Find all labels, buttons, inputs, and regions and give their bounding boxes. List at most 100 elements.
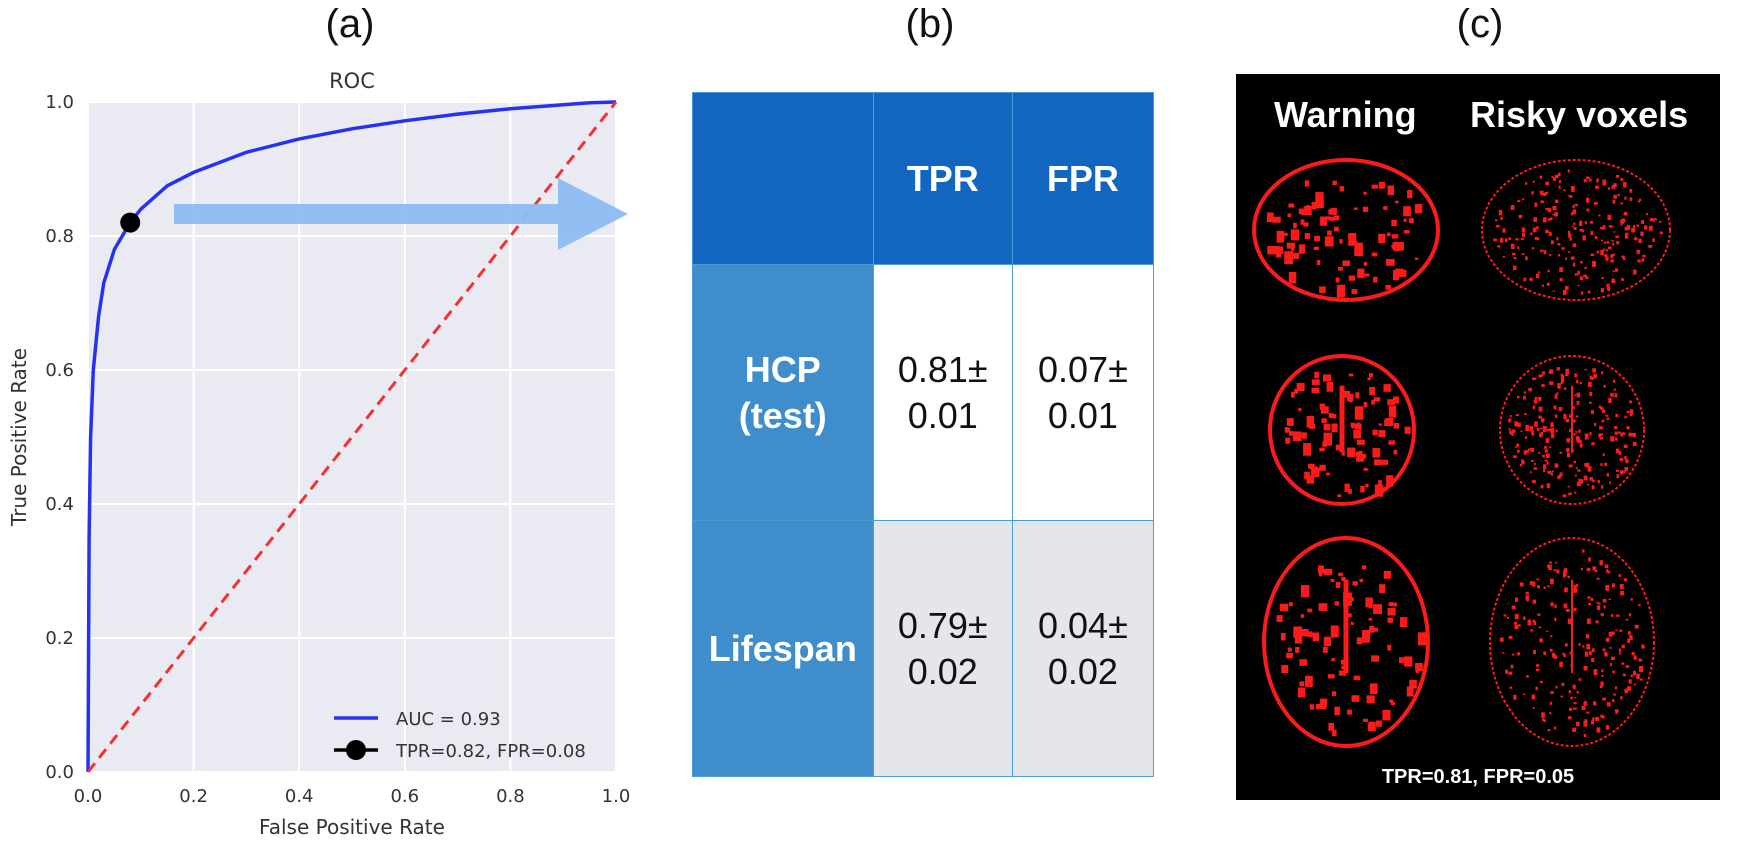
risky-sagittal-brain-voxel — [1561, 247, 1565, 250]
risky-axial-brain-voxel — [1514, 624, 1519, 630]
warning-sagittal-brain-voxel — [1407, 190, 1413, 199]
warning-axial-brain-voxel — [1305, 675, 1313, 687]
warning-sagittal-brain-voxel — [1363, 262, 1367, 266]
warning-sagittal-brain-voxel — [1348, 233, 1357, 246]
warning-coronal-brain-voxel — [1301, 432, 1307, 439]
risky-axial-brain-voxel — [1582, 645, 1585, 648]
risky-axial-brain-voxel — [1568, 690, 1572, 694]
risky-sagittal-brain-voxel — [1557, 172, 1561, 177]
warning-axial-brain-voxel — [1400, 617, 1408, 628]
warning-coronal-brain-voxel — [1331, 423, 1338, 433]
risky-sagittal-brain-voxel — [1552, 290, 1555, 292]
risky-sagittal-brain-voxel — [1512, 252, 1516, 256]
risky-sagittal-brain-voxel — [1556, 237, 1559, 241]
warning-axial-brain-voxel — [1328, 674, 1335, 679]
warning-axial-brain-voxel — [1330, 625, 1339, 638]
risky-sagittal-brain-voxel — [1644, 225, 1648, 230]
risky-axial-brain-voxel — [1595, 620, 1599, 624]
risky-coronal-brain-voxel — [1603, 384, 1606, 388]
risky-sagittal-brain-voxel — [1538, 271, 1541, 274]
risky-axial-brain-voxel — [1600, 681, 1604, 686]
risky-coronal-brain-voxel — [1561, 378, 1565, 383]
risky-coronal-brain-voxel — [1550, 433, 1555, 439]
risky-axial-brain-voxel — [1595, 716, 1599, 721]
risky-axial-brain-voxel — [1508, 635, 1513, 640]
warning-coronal-brain-voxel — [1358, 450, 1363, 455]
risky-sagittal-brain-voxel — [1554, 199, 1559, 203]
risky-sagittal-brain-voxel — [1497, 245, 1501, 248]
risky-sagittal-brain-voxel — [1602, 179, 1607, 186]
risky-axial-brain-voxel — [1554, 617, 1557, 622]
risky-sagittal-brain-voxel — [1522, 198, 1525, 201]
risky-sagittal-brain-voxel — [1633, 224, 1636, 228]
risky-sagittal-brain-voxel — [1495, 219, 1498, 222]
warning-sagittal-brain-voxel — [1290, 229, 1300, 241]
risky-coronal-brain-voxel — [1528, 387, 1532, 392]
panel-label-c: (c) — [1456, 2, 1504, 46]
risky-coronal-brain-voxel — [1579, 443, 1583, 448]
risky-coronal-brain-voxel — [1613, 426, 1618, 429]
risky-axial-brain-voxel — [1539, 638, 1543, 643]
risky-sagittal-brain-voxel — [1567, 230, 1571, 234]
warning-sagittal-brain-voxel — [1287, 213, 1292, 218]
risky-sagittal-brain-voxel — [1583, 274, 1588, 278]
legend-marker-point — [346, 740, 366, 760]
warning-axial-brain-voxel — [1286, 652, 1293, 659]
warning-axial-brain-voxel — [1341, 576, 1346, 581]
warning-coronal-brain-voxel — [1337, 494, 1342, 498]
risky-sagittal-brain-voxel — [1600, 249, 1604, 256]
warning-sagittal-brain-voxel — [1364, 273, 1370, 277]
warning-coronal-brain-voxel — [1388, 405, 1397, 418]
warning-axial-brain-voxel — [1287, 647, 1292, 652]
risky-axial-brain-voxel — [1586, 618, 1591, 624]
risky-sagittal-brain-voxel — [1531, 191, 1534, 195]
risky-coronal-brain-voxel — [1538, 406, 1543, 412]
risky-sagittal-brain-voxel — [1577, 270, 1580, 274]
risky-axial-brain-voxel — [1541, 718, 1544, 721]
risky-coronal-brain-voxel — [1576, 400, 1580, 405]
risky-coronal-brain-voxel — [1592, 368, 1596, 373]
risky-sagittal-brain-voxel — [1610, 254, 1614, 259]
warning-sagittal-brain-voxel — [1378, 181, 1385, 189]
risky-axial-brain-voxel — [1585, 704, 1588, 706]
risky-sagittal-brain-voxel — [1622, 257, 1626, 260]
risky-coronal-brain-voxel — [1601, 485, 1604, 489]
risky-coronal-brain-voxel — [1605, 414, 1609, 417]
warning-coronal-brain-voxel — [1323, 432, 1332, 446]
warning-sagittal-brain-voxel — [1324, 236, 1334, 247]
risky-sagittal-brain-voxel — [1572, 204, 1575, 209]
risky-coronal-brain-voxel — [1534, 462, 1537, 465]
warning-axial-brain-voxel — [1318, 571, 1323, 577]
warning-sagittal-brain-voxel — [1316, 197, 1324, 209]
warning-coronal-brain-voxel — [1347, 447, 1356, 458]
warning-coronal-brain-voxel — [1343, 390, 1351, 398]
risky-coronal-brain-voxel — [1540, 427, 1543, 430]
risky-sagittal-brain-voxel — [1568, 251, 1571, 253]
risky-axial-brain-voxel — [1615, 629, 1618, 631]
risky-sagittal-brain-voxel — [1580, 261, 1583, 264]
warning-coronal-brain-voxel — [1387, 399, 1395, 406]
risky-coronal-brain-voxel — [1624, 456, 1627, 460]
risky-axial-brain-voxel — [1550, 602, 1554, 607]
risky-sagittal-brain-voxel — [1545, 181, 1550, 186]
risky-axial-brain-voxel — [1554, 604, 1557, 608]
warning-sagittal-brain-voxel — [1303, 222, 1309, 227]
warning-coronal-brain-voxel — [1373, 397, 1381, 402]
warning-sagittal-brain-voxel — [1301, 208, 1306, 215]
warning-axial-brain-voxel — [1366, 695, 1375, 704]
risky-coronal-brain-voxel — [1559, 472, 1563, 477]
warning-sagittal-brain-voxel — [1395, 200, 1399, 204]
risky-axial-brain-voxel — [1600, 613, 1604, 616]
risky-axial-brain-voxel — [1618, 648, 1622, 652]
risky-coronal-brain-voxel — [1523, 395, 1526, 400]
risky-axial-brain-voxel — [1592, 701, 1597, 706]
warning-axial-brain-voxel — [1301, 629, 1309, 637]
warning-coronal-brain-voxel — [1323, 424, 1331, 431]
risky-coronal-brain-voxel — [1547, 428, 1551, 432]
risky-coronal-brain-voxel — [1574, 373, 1578, 377]
warning-sagittal-brain-voxel — [1357, 268, 1365, 279]
risky-sagittal-brain-voxel — [1546, 282, 1550, 286]
risky-axial-brain-voxel — [1549, 648, 1553, 652]
risky-sagittal-brain-voxel — [1515, 238, 1519, 241]
warning-coronal-brain-voxel — [1365, 484, 1369, 488]
